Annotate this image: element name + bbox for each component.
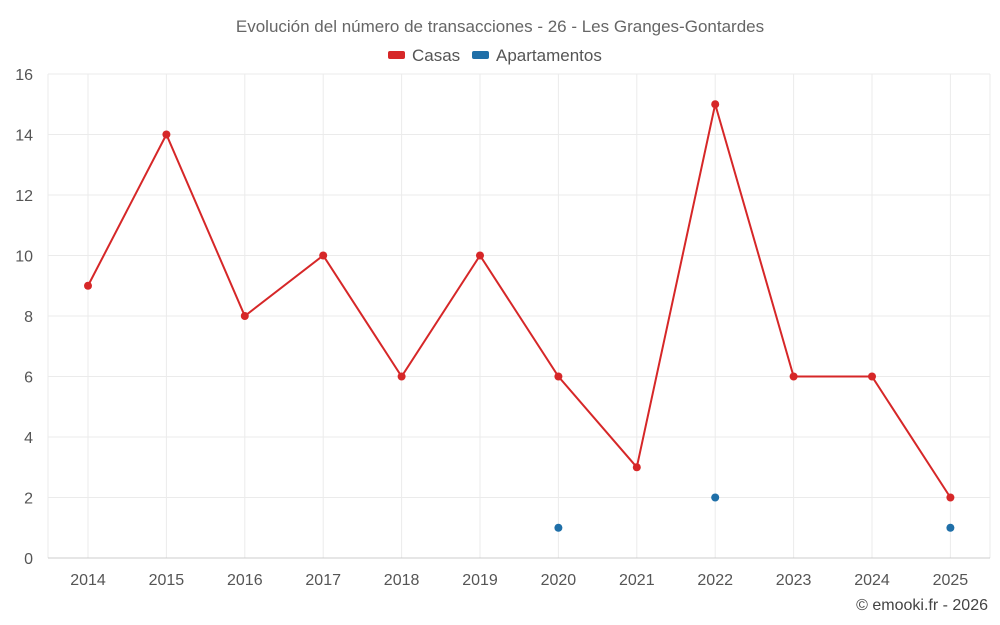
y-tick-label: 16 [15, 67, 33, 84]
data-point-apartamentos[interactable] [946, 523, 955, 532]
legend-swatch-casas [388, 51, 405, 59]
x-tick-label: 2020 [541, 572, 577, 589]
x-tick-label: 2017 [305, 572, 341, 589]
legend-label-casas[interactable]: Casas [412, 46, 460, 65]
data-point-casas[interactable] [84, 281, 92, 290]
data-point-casas[interactable] [868, 372, 876, 381]
series-line-casas [87, 103, 952, 499]
y-tick-label: 14 [15, 128, 33, 145]
data-point-casas[interactable] [476, 251, 484, 260]
y-tick-label: 0 [24, 551, 33, 568]
y-tick-label: 8 [24, 309, 33, 326]
chart-title: Evolución del número de transacciones - … [236, 17, 764, 36]
y-tick-label: 2 [24, 491, 33, 508]
x-tick-label: 2018 [384, 572, 420, 589]
y-tick-label: 10 [15, 249, 33, 266]
x-axis: 2014 2015 2016 2017 2018 2019 2020 2021 2022 2023… [70, 572, 968, 589]
x-tick-label: 2015 [149, 572, 185, 589]
legend: Casas Apartamentos [388, 46, 602, 65]
y-axis: 0 2 4 6 8 10 12 14 16 [15, 67, 33, 568]
y-tick-label: 12 [15, 188, 33, 205]
data-point-casas[interactable] [632, 463, 641, 472]
data-point-apartamentos[interactable] [554, 523, 563, 532]
data-point-casas[interactable] [789, 372, 798, 381]
data-point-casas[interactable] [554, 372, 563, 381]
data-point-casas[interactable] [319, 251, 328, 260]
y-tick-label: 6 [24, 370, 33, 387]
data-point-casas[interactable] [240, 312, 249, 320]
y-tick-label: 4 [24, 430, 33, 447]
x-tick-label: 2025 [933, 572, 969, 589]
data-point-casas[interactable] [711, 100, 720, 109]
x-tick-label: 2023 [776, 572, 812, 589]
legend-label-apartamentos[interactable]: Apartamentos [496, 46, 602, 65]
x-tick-label: 2014 [70, 572, 106, 589]
x-tick-label: 2016 [227, 572, 263, 589]
x-tick-label: 2022 [697, 572, 733, 589]
x-tick-label: 2024 [854, 572, 890, 589]
legend-swatch-apartamentos [472, 51, 489, 59]
series-layer [84, 100, 955, 532]
grid [47, 73, 991, 559]
data-point-casas[interactable] [397, 372, 406, 381]
x-tick-label: 2019 [462, 572, 498, 589]
data-point-casas[interactable] [946, 493, 955, 502]
credit-text: © emooki.fr - 2026 [856, 597, 988, 614]
x-tick-label: 2021 [619, 572, 655, 589]
data-point-apartamentos[interactable] [711, 493, 720, 502]
data-point-casas[interactable] [162, 130, 171, 139]
